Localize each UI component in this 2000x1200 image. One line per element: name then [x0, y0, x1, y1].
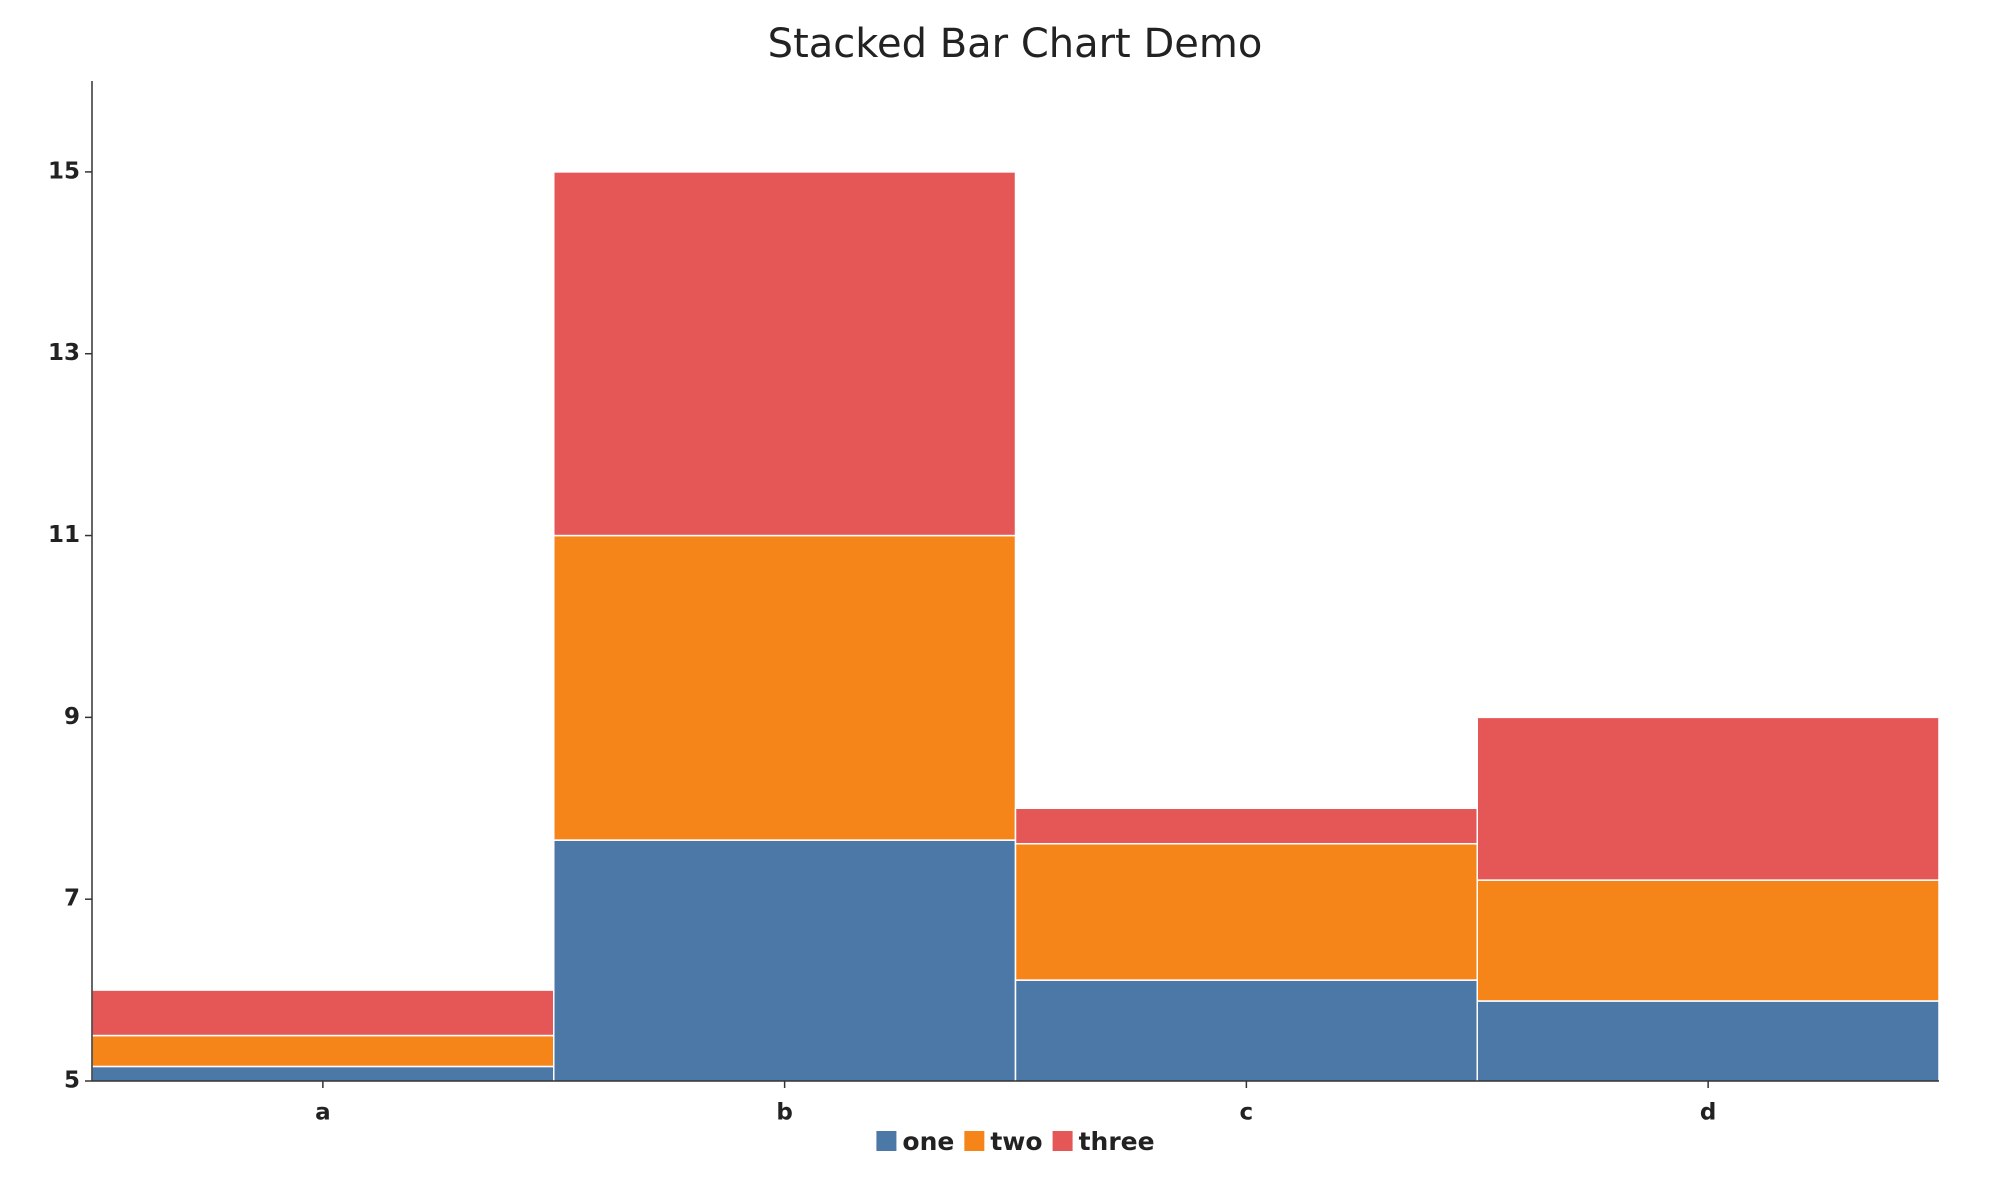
bar-segment: [1476, 879, 1939, 1002]
legend-swatch: [964, 1131, 985, 1151]
bar-segment: [553, 171, 1017, 537]
legend-label: one: [902, 1127, 954, 1156]
x-tick-label: c: [1240, 1100, 1254, 1126]
bar-segment: [1014, 979, 1478, 1081]
y-tick-label: 7: [64, 886, 80, 912]
y-tick-label: 11: [48, 522, 80, 548]
bar-segment: [553, 534, 1017, 841]
y-tick-label: 5: [64, 1068, 80, 1094]
bar-segment: [1014, 842, 1478, 981]
legend-swatch: [876, 1131, 897, 1151]
x-tick-label: b: [776, 1100, 792, 1126]
x-tick-label: d: [1700, 1100, 1716, 1126]
plot-area: [92, 171, 1939, 1081]
bar-segment: [92, 989, 555, 1037]
chart-title: Stacked Bar Chart Demo: [768, 21, 1263, 67]
y-tick-label: 15: [48, 158, 80, 184]
y-tick-label: 13: [48, 340, 80, 366]
bar-segment: [1014, 807, 1478, 845]
bar-segment: [1476, 716, 1939, 881]
legend-swatch: [1052, 1131, 1073, 1151]
legend-label: three: [1079, 1127, 1155, 1156]
x-tick-label: a: [315, 1100, 331, 1126]
bar-segment: [92, 1034, 555, 1068]
y-tick-label: 9: [64, 704, 80, 730]
legend-label: two: [990, 1127, 1042, 1156]
